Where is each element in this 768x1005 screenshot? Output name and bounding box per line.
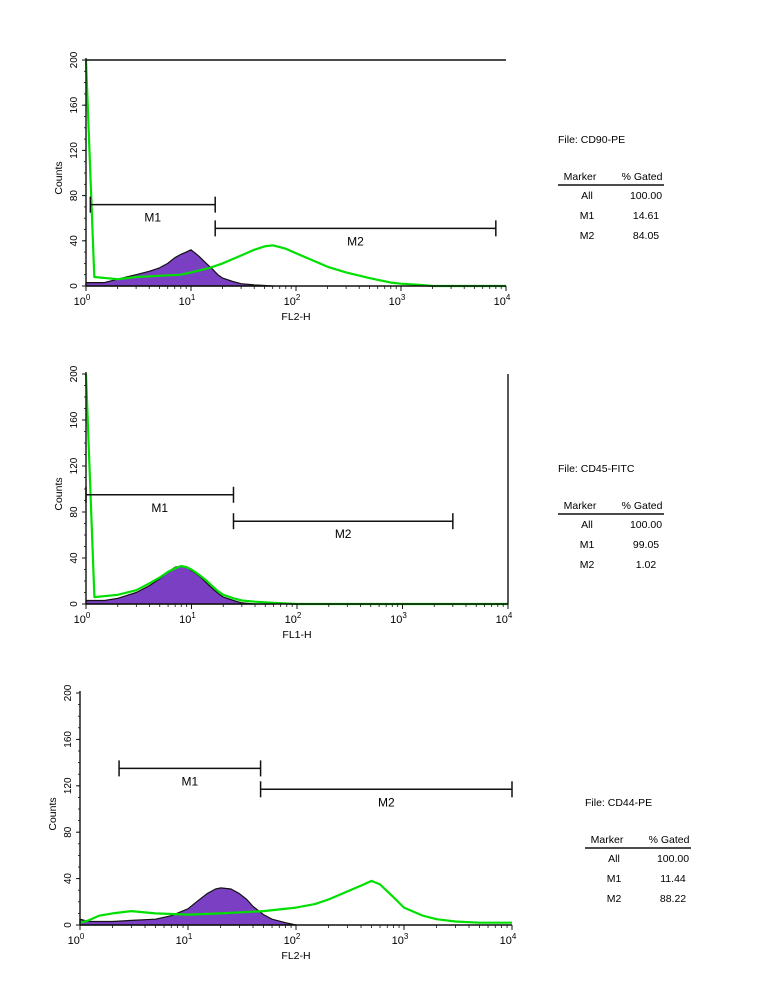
y-tick-label: 80: [69, 190, 80, 202]
control-histogram: [85, 565, 275, 605]
x-tick-label: 104: [500, 932, 517, 947]
y-tick-label: 0: [69, 601, 80, 607]
x-tick-label: 104: [494, 293, 511, 308]
column-header: Marker: [564, 500, 597, 512]
gate-label: M1: [151, 501, 168, 515]
column-header: % Gated: [622, 171, 663, 183]
row-marker: M1: [607, 873, 622, 885]
row-percent: 100.00: [630, 190, 662, 202]
gate-label: M2: [347, 234, 364, 248]
y-tick-label: 120: [69, 142, 80, 159]
y-tick-label: 80: [63, 826, 74, 838]
x-axis-label: FL2-H: [281, 950, 310, 962]
y-tick-label: 80: [69, 506, 80, 518]
y-tick-label: 120: [63, 777, 74, 794]
x-tick-label: 102: [284, 293, 301, 308]
y-axis-label: Counts: [53, 477, 65, 510]
column-header: % Gated: [622, 500, 663, 512]
histogram-panel-3: 0 40 80 120 160 200 Counts 100 101 102 103 104 FL2-H…: [47, 684, 517, 962]
row-marker: M1: [580, 210, 595, 222]
y-axis-label: Counts: [47, 797, 59, 830]
column-header: % Gated: [649, 834, 690, 846]
y-tick-label: 160: [69, 411, 80, 428]
row-percent: 11.44: [660, 873, 686, 885]
stained-histogram: [79, 879, 512, 924]
x-tick-label: 100: [74, 611, 91, 626]
row-marker: M2: [580, 559, 595, 571]
x-tick-label: 103: [390, 611, 407, 626]
x-tick-label: 102: [285, 611, 302, 626]
row-percent: 1.02: [636, 559, 657, 571]
row-marker: M2: [607, 893, 622, 905]
gate-marker-m2: M2: [232, 513, 454, 541]
x-tick-label: 102: [284, 932, 301, 947]
x-tick-label: 101: [179, 293, 196, 308]
x-tick-label: 100: [74, 293, 91, 308]
y-tick-label: 0: [63, 922, 74, 928]
control-histogram: [79, 887, 297, 926]
gate-marker-m1: M1: [118, 760, 262, 788]
gate-marker-m1: M1: [85, 486, 235, 515]
file-label: File: CD90-PE: [558, 134, 625, 146]
row-percent: 14.61: [633, 210, 659, 222]
y-tick-label: 200: [69, 365, 80, 382]
column-header: Marker: [564, 171, 597, 183]
y-tick-label: 160: [69, 96, 80, 113]
file-label: File: CD45-FITC: [558, 463, 635, 475]
gate-label: M1: [144, 211, 161, 225]
control-histogram: [85, 249, 274, 287]
row-percent: 100.00: [630, 519, 662, 531]
x-tick-label: 101: [176, 932, 193, 947]
stats-table-1: File: CD90-PE Marker % Gated All 100.00 M1 14.…: [558, 134, 664, 242]
row-marker: All: [581, 190, 593, 202]
stats-table-2: File: CD45-FITC Marker % Gated All 100.00 M1 9…: [558, 463, 664, 571]
y-tick-label: 200: [69, 51, 80, 68]
row-marker: M2: [580, 230, 595, 242]
x-tick-label: 100: [68, 932, 85, 947]
y-tick-label: 160: [63, 731, 74, 748]
stained-histogram: [84, 373, 508, 606]
gate-label: M1: [181, 774, 198, 788]
histogram-panel-1: 0 40 80 120 160 200 Counts 100 101 102 103 104 FL2-H…: [53, 51, 511, 323]
x-tick-label: 103: [389, 293, 406, 308]
y-tick-label: 0: [69, 283, 80, 289]
row-marker: M1: [580, 539, 595, 551]
row-percent: 84.05: [633, 230, 659, 242]
row-percent: 100.00: [657, 853, 689, 865]
row-percent: 99.05: [633, 539, 659, 551]
y-axis-label: Counts: [53, 161, 65, 194]
stained-histogram: [84, 59, 506, 288]
row-marker: All: [608, 853, 620, 865]
y-tick-label: 40: [69, 235, 80, 247]
gate-marker-m2: M2: [214, 220, 497, 248]
y-tick-label: 120: [69, 457, 80, 474]
gate-marker-m2: M2: [259, 781, 513, 809]
gate-label: M2: [335, 527, 352, 541]
row-percent: 88.22: [660, 893, 686, 905]
y-tick-label: 40: [69, 552, 80, 564]
gate-label: M2: [378, 795, 395, 809]
histogram-panel-2: 0 40 80 120 160 200 Counts 100 101 102 103 104 FL1-H…: [53, 365, 513, 641]
x-tick-label: 104: [496, 611, 513, 626]
file-label: File: CD44-PE: [585, 797, 652, 809]
y-tick-label: 40: [63, 873, 74, 885]
x-axis-label: FL1-H: [282, 629, 311, 641]
column-header: Marker: [591, 834, 624, 846]
x-tick-label: 103: [392, 932, 409, 947]
x-tick-label: 101: [179, 611, 196, 626]
y-tick-label: 200: [63, 684, 74, 701]
x-axis-label: FL2-H: [281, 311, 310, 323]
stats-table-3: File: CD44-PE Marker % Gated All 100.00 M1 11.…: [585, 797, 691, 905]
row-marker: All: [581, 519, 593, 531]
gate-marker-m1: M1: [89, 196, 216, 225]
